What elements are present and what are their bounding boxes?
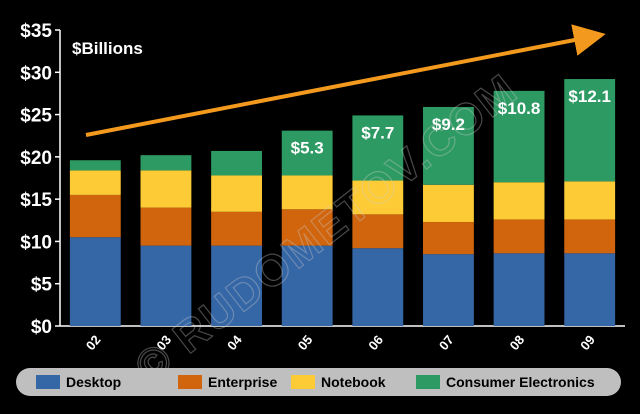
bar-segment [281, 245, 333, 326]
bar-segment [69, 194, 121, 238]
data-label: $7.7 [361, 123, 394, 142]
legend-swatch [291, 375, 315, 389]
bar-segment [211, 150, 262, 176]
bar-segment [423, 254, 474, 326]
bar-segment [564, 181, 616, 220]
data-label: $10.8 [498, 99, 541, 118]
bar-segment [423, 106, 474, 185]
legend-swatch [416, 375, 440, 389]
x-tick-label: 08 [507, 332, 528, 353]
bar-segment [423, 184, 474, 222]
data-label: $9.2 [432, 115, 465, 134]
y-tick-label: $35 [20, 21, 52, 42]
bar-segment [493, 219, 545, 254]
bar-segment [352, 180, 404, 215]
trend-arrow [85, 24, 606, 137]
bar-segment [211, 211, 262, 246]
bar-segment [281, 175, 333, 210]
bar-segment [69, 237, 121, 326]
y-tick-label: $15 [20, 190, 52, 211]
bar-segment [564, 79, 616, 182]
bars-group [69, 79, 616, 326]
y-tick-label: $0 [31, 317, 52, 338]
bar-segment [493, 182, 545, 220]
bar-segment [564, 253, 616, 326]
x-tick-label: 07 [436, 332, 457, 353]
x-tick-label: 06 [365, 332, 386, 353]
y-tick-label: $20 [20, 148, 52, 169]
legend-label: Notebook [321, 374, 386, 390]
bar-segment [281, 130, 333, 176]
x-tick-label: 02 [83, 332, 104, 353]
legend-box [16, 368, 621, 396]
bar-segment [211, 245, 262, 326]
x-tick-label: 05 [295, 332, 316, 353]
legend-label: Enterprise [208, 374, 277, 390]
y-tick-label: $10 [20, 232, 52, 253]
bar-segment [211, 175, 262, 212]
bar-segment [140, 207, 192, 246]
bar-segment [564, 219, 616, 254]
bar-segment [281, 209, 333, 246]
y-tick-label: $5 [31, 275, 53, 296]
bar-segment [352, 115, 404, 181]
legend: Desktop Enterprise Notebook Consumer Electr… [16, 368, 621, 396]
data-labels: $5.3 $7.7 $9.2 $10.8 $12.1 [291, 87, 611, 158]
y-axis-ticks: $0 $5 $10 $15 $20 $25 $30 $35 [20, 21, 60, 338]
bar-segment [69, 170, 121, 195]
y-tick-label: $25 [20, 106, 52, 127]
bar-segment [493, 253, 545, 326]
bar-segment [423, 221, 474, 255]
y-tick-label: $30 [20, 63, 52, 84]
data-label: $5.3 [291, 139, 324, 158]
x-tick-label: 09 [577, 332, 598, 353]
unit-label: $Billions [72, 39, 143, 58]
legend-swatch [178, 375, 202, 389]
bar-segment [352, 214, 404, 249]
legend-swatch [36, 375, 60, 389]
bar-segment [140, 245, 192, 326]
legend-label: Consumer Electronics [446, 374, 595, 390]
bar-segment [140, 155, 192, 171]
data-label: $12.1 [568, 87, 611, 106]
legend-label: Desktop [66, 374, 121, 390]
bar-segment [140, 170, 192, 208]
bar-segment [493, 90, 545, 183]
bar-segment [352, 248, 404, 326]
bar-segment [69, 160, 121, 171]
